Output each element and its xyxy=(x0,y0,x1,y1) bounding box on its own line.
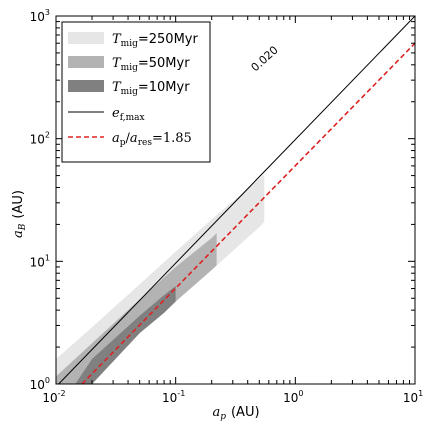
axis-labels: ap (AU) aB(AU) xyxy=(11,190,260,422)
legend-entry: ef,max xyxy=(68,106,145,123)
legend-label: ap/ares=1.85 xyxy=(112,131,192,148)
y-tick-label: 100 xyxy=(30,376,50,392)
series-line-0 xyxy=(57,16,415,384)
legend-swatch xyxy=(68,80,104,92)
legend-label: Tmig=50Myr xyxy=(112,56,190,73)
y-tick-label: 102 xyxy=(30,131,50,147)
legend-swatch xyxy=(68,32,104,44)
band-1 xyxy=(56,233,217,384)
legend-label: ef,max xyxy=(112,106,145,123)
y-tick-label: 103 xyxy=(30,8,50,24)
x-axis-label: ap (AU) xyxy=(212,405,259,422)
legend-entry: Tmig=250Myr xyxy=(68,32,198,49)
legend-label: Tmig=250Myr xyxy=(112,32,198,49)
y-axis-label: aB(AU) xyxy=(11,190,28,238)
x-tick-label: 10-2 xyxy=(42,389,65,405)
plot-frame xyxy=(55,15,416,385)
x-tick-label: 100 xyxy=(283,389,303,405)
contour-label-bg xyxy=(245,40,282,76)
band-2 xyxy=(75,285,176,384)
axis-ticks: 10-2 10-1 100 101 100 101 102 103 xyxy=(30,8,424,405)
x-tick-label: 10-1 xyxy=(162,389,185,405)
legend-entry: Tmig=50Myr xyxy=(68,56,190,73)
legend-entry: ap/ares=1.85 xyxy=(68,131,192,148)
legend-swatch xyxy=(68,56,104,68)
legend-label: Tmig=10Myr xyxy=(112,80,190,97)
contour-label: 0.020 xyxy=(245,40,282,76)
y-tick-label: 101 xyxy=(30,253,50,269)
legend: Tmig=250Myr Tmig=50Myr Tmig=10Myr ef,max ap/… xyxy=(61,21,211,163)
legend-entry: Tmig=10Myr xyxy=(68,80,190,97)
x-tick-label: 101 xyxy=(403,389,423,405)
